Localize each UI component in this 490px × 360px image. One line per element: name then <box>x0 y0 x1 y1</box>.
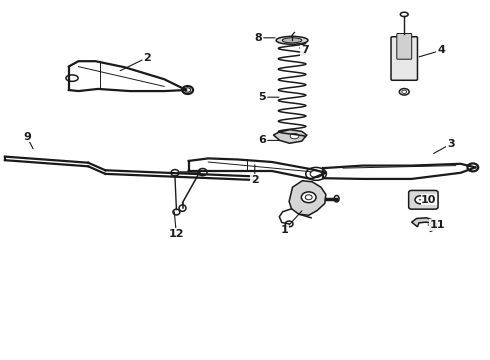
Ellipse shape <box>306 167 326 180</box>
Text: 4: 4 <box>437 45 445 55</box>
Ellipse shape <box>301 192 316 203</box>
Ellipse shape <box>185 88 191 92</box>
Ellipse shape <box>282 38 302 43</box>
FancyBboxPatch shape <box>409 190 438 209</box>
Ellipse shape <box>171 170 179 176</box>
Ellipse shape <box>290 134 299 139</box>
Ellipse shape <box>276 36 308 44</box>
Ellipse shape <box>399 89 409 95</box>
Text: 2: 2 <box>251 175 259 185</box>
Ellipse shape <box>402 90 407 94</box>
Polygon shape <box>412 218 437 231</box>
Text: 9: 9 <box>23 132 31 142</box>
Polygon shape <box>289 181 326 215</box>
Text: 2: 2 <box>143 53 151 63</box>
Text: 6: 6 <box>258 135 266 145</box>
Text: 10: 10 <box>421 195 437 205</box>
Ellipse shape <box>179 205 186 211</box>
Ellipse shape <box>182 86 193 94</box>
Ellipse shape <box>285 221 293 227</box>
Ellipse shape <box>310 170 322 177</box>
FancyBboxPatch shape <box>391 37 417 80</box>
Ellipse shape <box>66 75 78 81</box>
Text: 1: 1 <box>280 225 288 235</box>
Ellipse shape <box>400 12 408 17</box>
Text: 5: 5 <box>258 92 266 102</box>
Text: 7: 7 <box>301 45 309 55</box>
Text: 12: 12 <box>169 229 184 239</box>
Polygon shape <box>273 130 307 143</box>
Ellipse shape <box>467 163 478 171</box>
Ellipse shape <box>173 209 180 215</box>
Text: 8: 8 <box>254 33 262 43</box>
Text: 3: 3 <box>447 139 455 149</box>
Ellipse shape <box>198 168 207 176</box>
Ellipse shape <box>305 195 312 200</box>
FancyBboxPatch shape <box>397 33 412 59</box>
Ellipse shape <box>334 195 339 202</box>
Ellipse shape <box>415 196 426 204</box>
Text: 11: 11 <box>430 220 445 230</box>
